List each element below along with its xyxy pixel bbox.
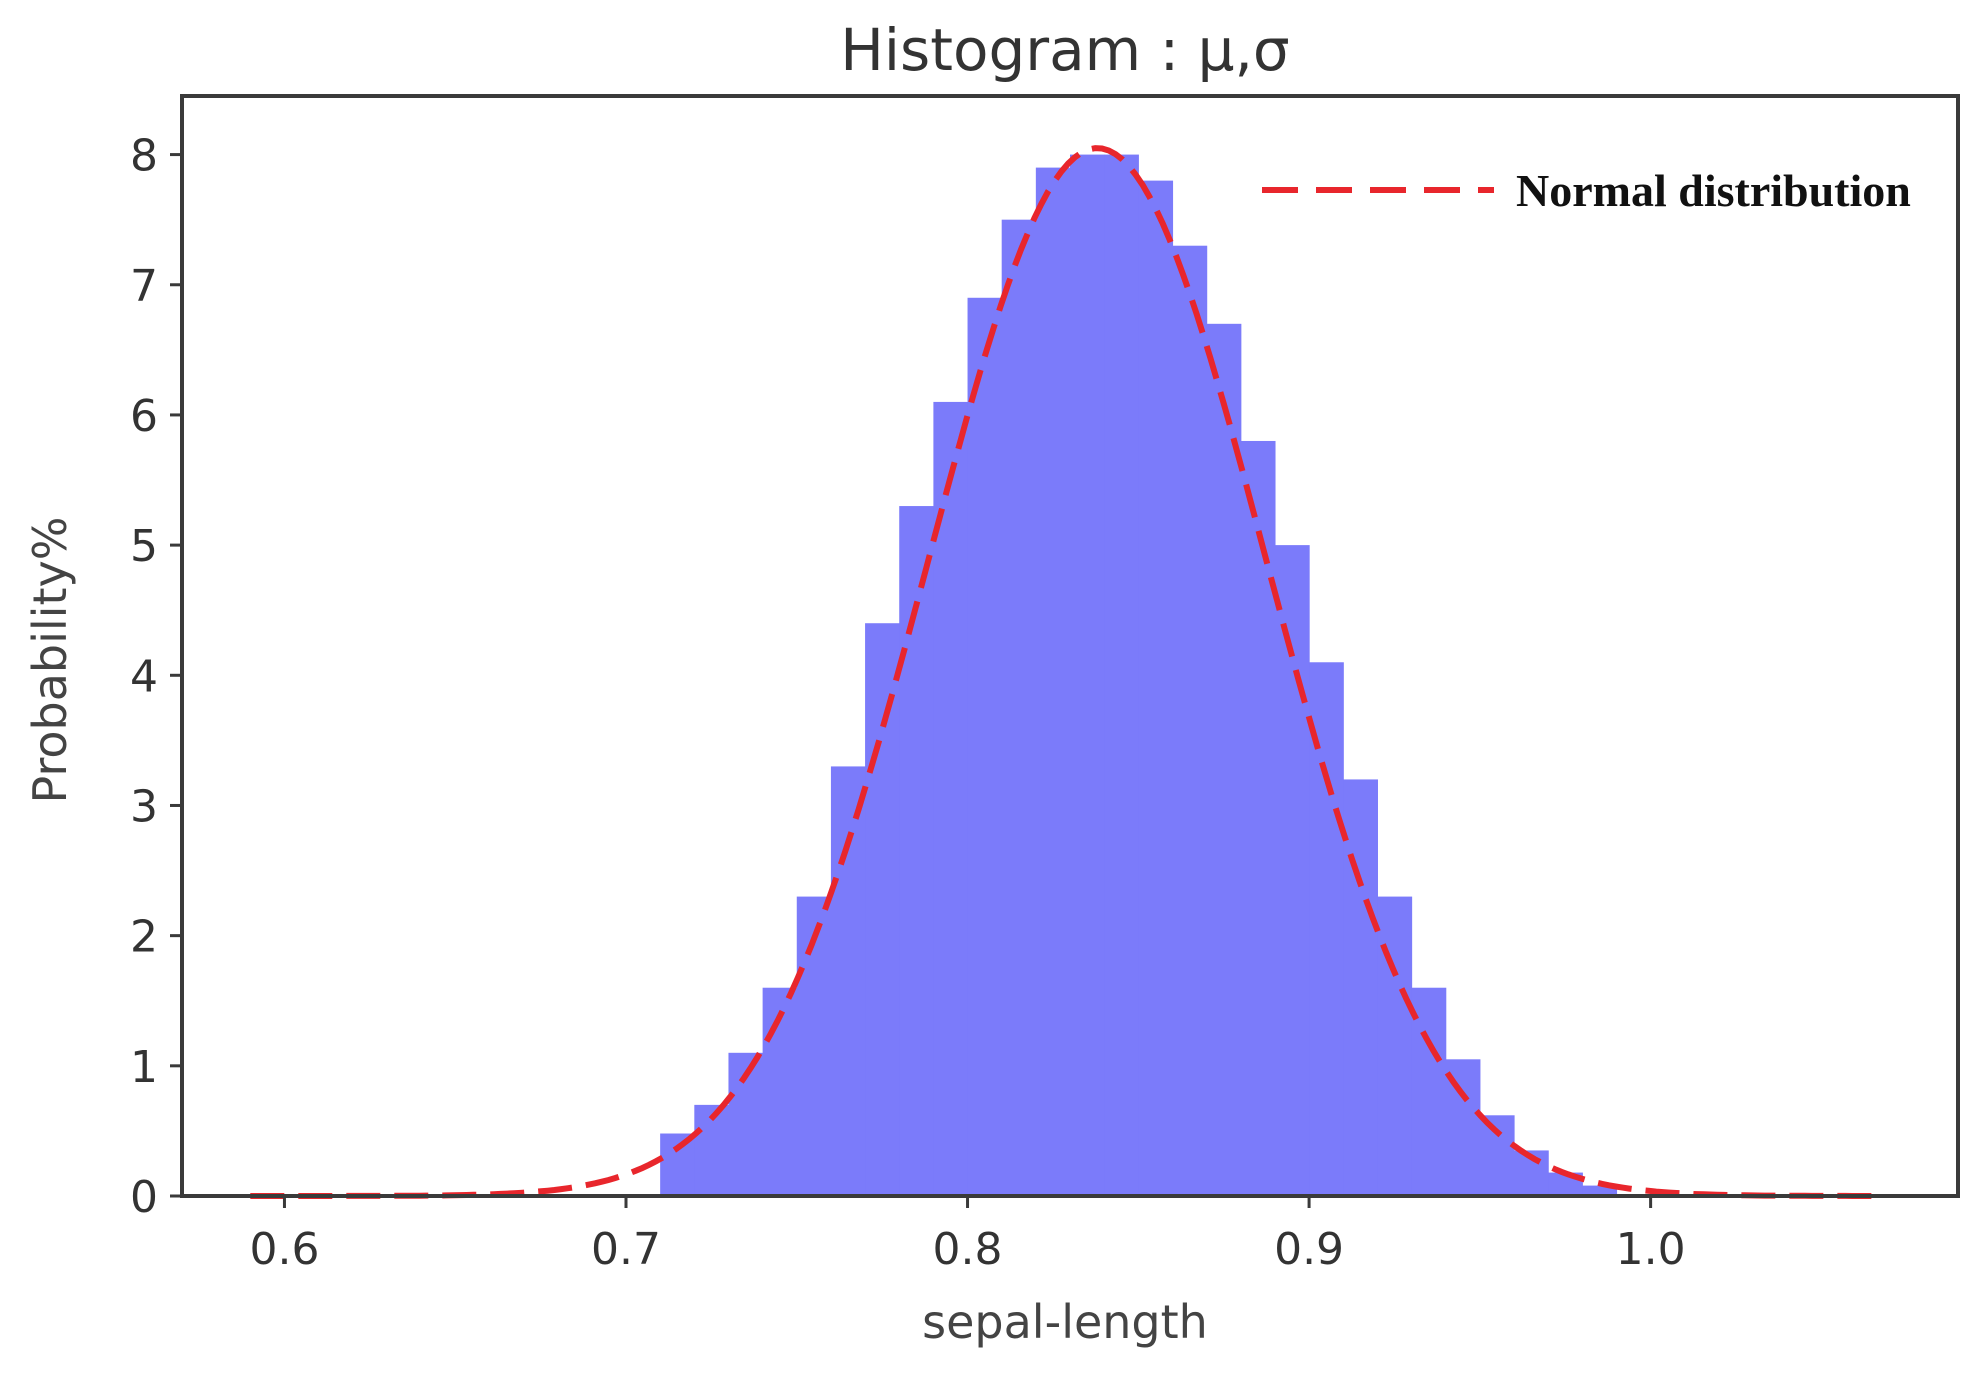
histogram-bar (1035, 167, 1071, 1196)
histogram-bar (1582, 1185, 1618, 1196)
x-tick-label: 0.8 (933, 1224, 1003, 1275)
y-tick-label: 8 (130, 131, 158, 182)
y-tick-label: 7 (130, 261, 158, 312)
y-axis-label: Probability% (23, 517, 77, 804)
histogram-bar (1172, 245, 1208, 1196)
histogram-bar (830, 766, 866, 1196)
histogram-bar (933, 401, 969, 1197)
legend: Normal distribution (1262, 165, 1911, 216)
histogram-bar (1274, 545, 1310, 1196)
histogram-bar (899, 506, 934, 1196)
histogram-bar (865, 623, 900, 1196)
legend-label: Normal distribution (1516, 165, 1911, 216)
x-axis-label: sepal-length (922, 1295, 1208, 1349)
y-tick-label: 1 (130, 1042, 158, 1093)
histogram-bar (1001, 219, 1037, 1196)
plot-area (250, 145, 1873, 1199)
y-tick-label: 5 (130, 521, 158, 572)
histogram-bar (1070, 154, 1105, 1197)
histogram-bar (1479, 1115, 1515, 1196)
x-tick-label: 0.6 (249, 1224, 319, 1275)
y-axis: 0 1 2 3 4 5 6 7 8 (130, 131, 182, 1223)
histogram-bar (660, 1133, 695, 1196)
histogram-bar (967, 297, 1003, 1196)
y-tick-label: 4 (130, 651, 158, 702)
histogram-bar (1411, 987, 1447, 1196)
y-tick-label: 2 (130, 912, 158, 963)
chart-title: Histogram : μ,σ (840, 16, 1289, 84)
histogram-bar (1138, 180, 1174, 1197)
y-tick-label: 6 (130, 391, 158, 442)
histogram-bar (1377, 896, 1413, 1196)
y-tick-label: 0 (130, 1172, 158, 1223)
histogram-bar (1309, 662, 1344, 1196)
plot-frame (180, 94, 1960, 1198)
x-tick-label: 0.9 (1274, 1224, 1344, 1275)
histogram-bar (1240, 440, 1276, 1196)
histogram-bar (694, 1104, 730, 1196)
y-tick-label: 3 (130, 781, 158, 832)
normal-distribution-curve (250, 145, 1873, 1199)
histogram-bar (1206, 323, 1242, 1196)
x-tick-label: 0.7 (591, 1224, 661, 1275)
histogram-bar (1104, 154, 1139, 1197)
x-tick-label: 1.0 (1616, 1224, 1686, 1275)
histogram-bar (1343, 779, 1378, 1196)
x-axis: 0.6 0.7 0.8 0.9 1.0 (249, 1196, 1686, 1275)
